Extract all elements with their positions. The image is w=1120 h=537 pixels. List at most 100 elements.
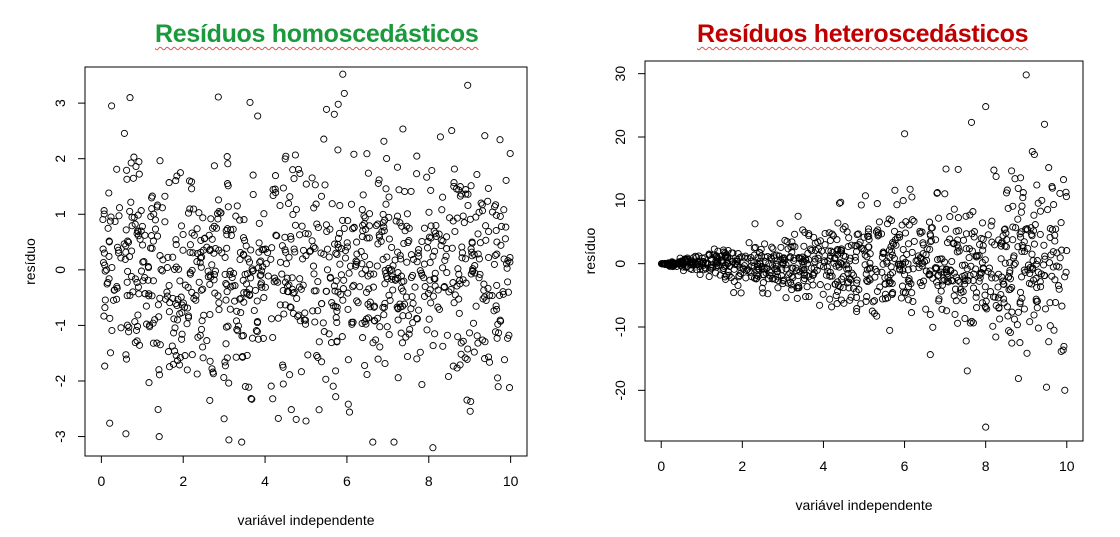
data-point	[824, 283, 832, 291]
data-point	[366, 298, 374, 306]
data-point	[452, 185, 461, 193]
data-point	[211, 289, 219, 297]
data-point	[485, 253, 493, 262]
data-point	[113, 165, 121, 173]
data-point	[824, 247, 832, 255]
data-point	[255, 219, 263, 227]
y-tick-label: -3	[52, 430, 68, 443]
data-point	[247, 246, 255, 254]
data-point	[1013, 321, 1021, 329]
data-point	[1034, 268, 1042, 276]
y-tick-label: 10	[612, 192, 628, 208]
data-point	[987, 270, 995, 278]
data-point	[753, 274, 761, 282]
data-point	[872, 228, 880, 236]
data-point	[225, 436, 233, 444]
data-point	[290, 245, 298, 253]
data-point	[472, 302, 480, 310]
data-point	[712, 257, 720, 265]
data-point	[416, 348, 424, 356]
data-point	[241, 382, 249, 391]
data-point	[196, 254, 205, 262]
data-point	[222, 227, 230, 235]
data-point	[267, 382, 275, 390]
data-point	[866, 250, 874, 258]
data-point	[1058, 302, 1066, 310]
data-point	[475, 208, 483, 216]
x-tick-label: 2	[738, 458, 746, 474]
data-point	[369, 438, 377, 446]
data-point	[153, 339, 161, 347]
data-point	[120, 240, 128, 248]
data-point	[491, 203, 499, 211]
data-point	[393, 212, 402, 220]
data-point	[267, 315, 276, 323]
data-point	[954, 319, 962, 327]
x-tick-label: 0	[657, 458, 665, 474]
data-point	[223, 225, 231, 233]
data-point	[358, 270, 366, 278]
data-point	[888, 247, 896, 256]
data-point	[1030, 211, 1038, 219]
data-point	[334, 288, 342, 296]
data-point	[824, 257, 832, 265]
data-point	[311, 318, 319, 326]
data-point	[407, 251, 415, 259]
data-point	[1019, 189, 1027, 197]
data-point	[988, 274, 996, 282]
data-point	[312, 200, 320, 208]
y-tick-label: 0	[52, 266, 68, 274]
data-point	[333, 303, 341, 311]
data-point	[105, 238, 113, 246]
data-point	[103, 266, 111, 274]
data-point	[490, 307, 498, 315]
data-point	[218, 249, 226, 257]
data-point	[172, 177, 180, 185]
data-point	[479, 295, 487, 303]
data-point	[853, 231, 861, 239]
data-point	[195, 209, 203, 217]
data-point	[382, 200, 390, 208]
data-point	[320, 135, 328, 143]
data-point	[1030, 311, 1038, 319]
data-point	[740, 254, 748, 262]
data-point	[123, 166, 131, 174]
data-point	[905, 278, 913, 286]
data-point	[853, 305, 861, 313]
data-point	[431, 330, 439, 338]
data-point	[172, 351, 180, 360]
data-point	[454, 265, 462, 273]
data-point	[279, 363, 287, 371]
data-point	[819, 290, 827, 298]
data-point	[717, 257, 725, 265]
data-point	[442, 252, 450, 260]
data-point	[982, 423, 990, 431]
data-point	[1023, 349, 1031, 357]
data-point	[1016, 230, 1024, 238]
data-point	[278, 242, 286, 250]
data-point	[361, 318, 369, 326]
data-point	[918, 262, 926, 270]
data-point	[1055, 263, 1063, 271]
data-point	[992, 333, 1000, 341]
data-point	[374, 220, 382, 228]
data-point	[879, 248, 887, 256]
data-point	[968, 230, 976, 238]
data-point	[308, 237, 316, 245]
data-point	[148, 194, 156, 202]
data-point	[268, 244, 276, 252]
data-point	[111, 217, 119, 226]
data-point	[322, 105, 331, 113]
data-point	[305, 248, 314, 256]
data-point	[462, 186, 470, 194]
data-point	[132, 162, 140, 171]
data-point	[214, 196, 223, 204]
data-point	[315, 406, 323, 414]
data-point	[380, 223, 388, 231]
data-point	[334, 240, 342, 249]
data-point	[1018, 273, 1026, 281]
data-point	[504, 278, 512, 286]
data-point	[141, 231, 149, 239]
data-point	[800, 266, 808, 274]
data-point	[447, 285, 455, 293]
